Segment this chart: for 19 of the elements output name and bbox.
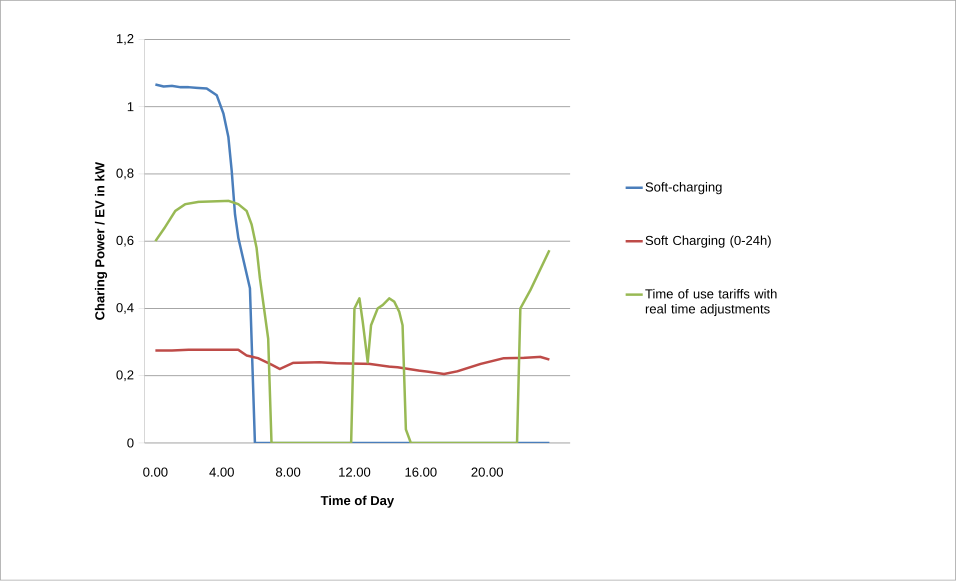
legend-label: Time of use tariffs with real time adjustments (645, 289, 776, 316)
legend-label: Soft Charging (0-24h) (646, 236, 771, 248)
y-tick-label: 0,4 (116, 303, 134, 314)
x-tick-label: 8.00 (276, 468, 300, 477)
x-axis-title: Time of Day (320, 496, 394, 508)
y-tick-label: 1 (128, 102, 134, 112)
y-tick-label: 0,2 (116, 370, 134, 382)
legend-label: Soft-charging (646, 182, 722, 194)
x-tick-label: 4.00 (209, 468, 234, 477)
y-tick-label: 0,8 (116, 168, 134, 180)
y-axis-title: Charing Power / EV in kW (94, 162, 108, 320)
y-tick-label: 1,2 (116, 34, 134, 46)
x-tick-label: 12.00 (339, 468, 370, 477)
y-tick-label: 0,6 (116, 236, 134, 247)
x-tick-label: 20.00 (472, 468, 503, 477)
x-tick-label: 16.00 (406, 468, 437, 477)
x-tick-label: 0.00 (143, 468, 168, 477)
y-tick-label: 0 (127, 438, 134, 448)
line-series (154, 200, 551, 444)
